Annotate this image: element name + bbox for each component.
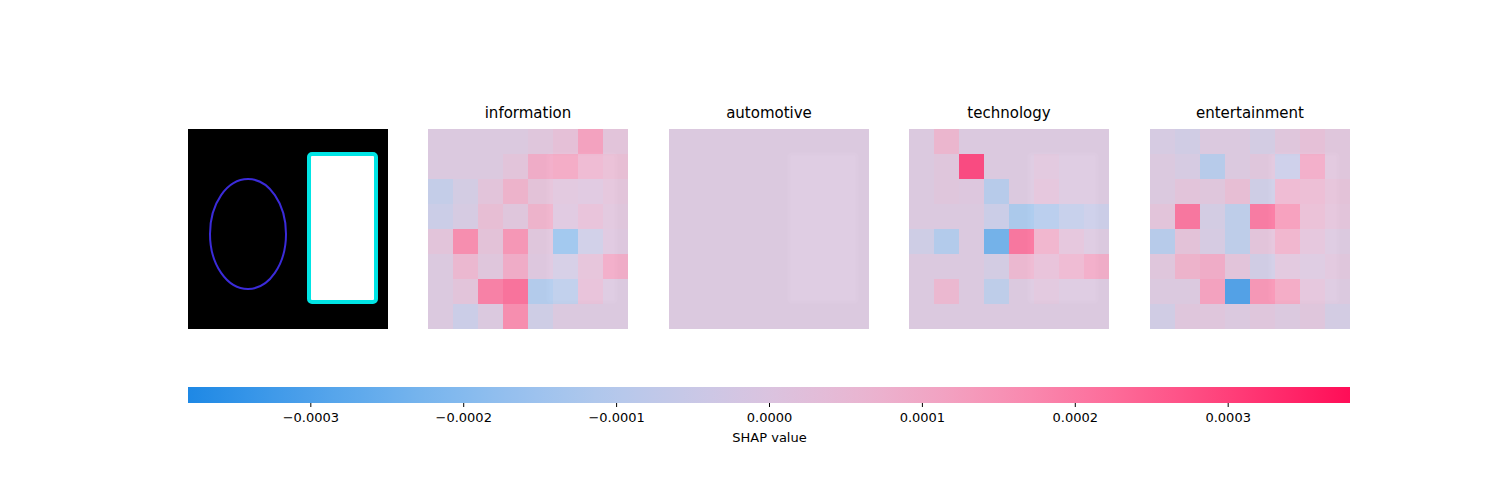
html-text:technology: technology	[967, 104, 1051, 122]
svg-text:−0.0002: −0.0002	[436, 410, 492, 425]
html-text:entertainment: entertainment	[1196, 104, 1304, 122]
svg-text:0.0003: 0.0003	[1205, 410, 1251, 425]
svg-text:SHAP value: SHAP value	[732, 430, 806, 445]
html-text:automotive: automotive	[726, 104, 812, 122]
svg-text:0.0000: 0.0000	[747, 410, 793, 425]
svg-text:0.0001: 0.0001	[900, 410, 946, 425]
svg-text:−0.0003: −0.0003	[283, 410, 339, 425]
svg-text:0.0002: 0.0002	[1053, 410, 1099, 425]
html-text:information: information	[484, 104, 572, 122]
svg-text:−0.0001: −0.0001	[588, 410, 644, 425]
